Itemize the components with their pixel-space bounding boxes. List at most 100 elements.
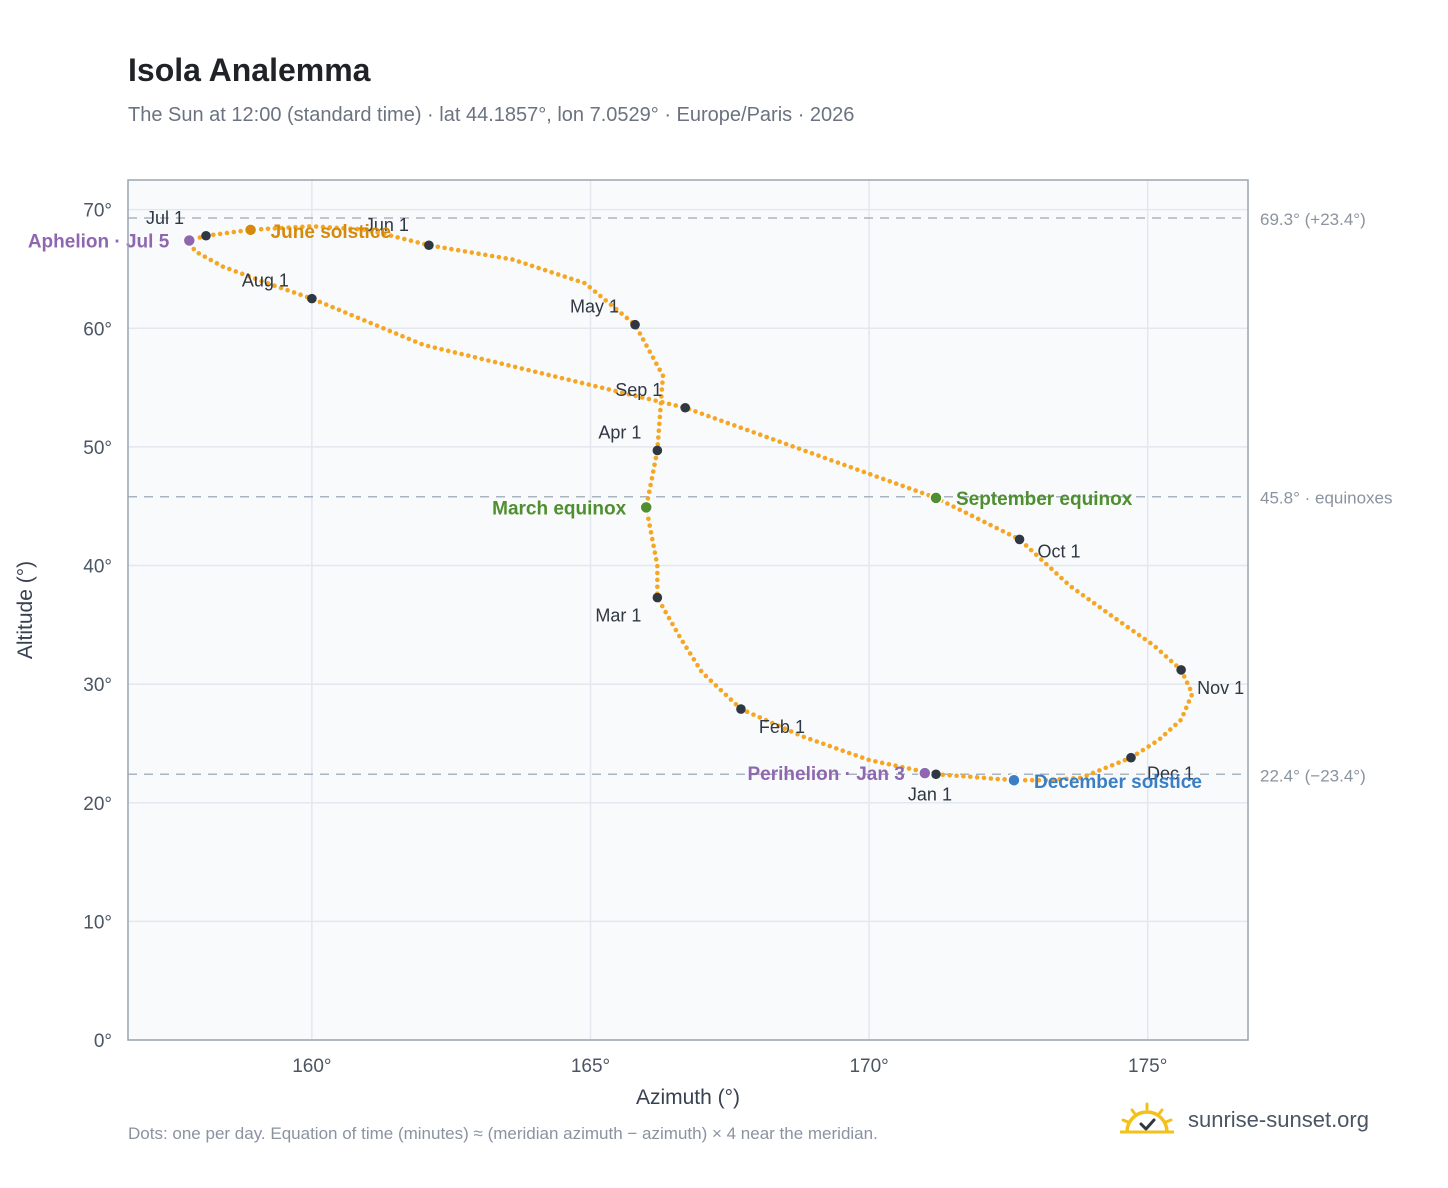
daily-dot	[649, 475, 655, 481]
daily-dot	[1002, 777, 1007, 782]
month-label: Aug 1	[242, 271, 289, 291]
daily-dot	[947, 772, 952, 778]
daily-dot	[499, 361, 505, 367]
daily-dot	[652, 550, 658, 555]
daily-dot	[698, 668, 704, 674]
daily-dot	[647, 349, 653, 354]
y-axis-label: Altitude (°)	[14, 561, 37, 659]
daily-dot	[719, 418, 724, 424]
daily-dot	[362, 318, 367, 323]
daily-dot	[699, 411, 705, 417]
daily-dot	[233, 269, 239, 274]
daily-dot	[1181, 674, 1187, 679]
daily-dot	[633, 393, 638, 399]
y-tick-label: 30°	[83, 675, 112, 696]
daily-dot	[1090, 770, 1096, 776]
daily-dot	[657, 414, 663, 420]
daily-dot	[320, 224, 326, 230]
daily-dot	[483, 252, 488, 258]
daily-dot	[252, 276, 258, 281]
daily-dot	[1029, 777, 1035, 783]
daily-dot	[842, 462, 847, 468]
daily-dot	[809, 451, 815, 456]
daily-dot	[945, 501, 950, 506]
daily-dot	[835, 460, 841, 465]
daily-dot	[393, 331, 399, 336]
daily-dot	[381, 326, 386, 331]
month-label: May 1	[570, 297, 619, 317]
daily-dot	[654, 361, 659, 367]
daily-dot	[1148, 640, 1153, 646]
daily-dot	[776, 723, 781, 729]
daily-dot	[374, 323, 380, 328]
month-label: Mar 1	[595, 606, 641, 626]
chart-subtitle: The Sun at 12:00 (standard time) · lat 4…	[128, 104, 855, 126]
daily-dot	[994, 525, 1000, 531]
event-marker	[182, 233, 197, 248]
daily-dot	[764, 434, 769, 440]
daily-dot	[1103, 609, 1108, 614]
daily-dot	[355, 226, 360, 232]
daily-dot	[859, 755, 865, 760]
daily-dot	[239, 271, 245, 277]
daily-dot	[626, 391, 632, 397]
daily-dot	[1189, 692, 1194, 698]
daily-dot	[395, 235, 400, 240]
grid-lines	[128, 180, 1248, 1041]
daily-dot	[598, 293, 603, 299]
daily-dot	[757, 715, 763, 720]
footnote: Dots: one per day. Equation of time (min…	[128, 1124, 878, 1143]
daily-dot	[963, 510, 969, 516]
daily-dot	[744, 709, 750, 715]
daily-dot	[738, 425, 744, 431]
daily-dot	[536, 265, 541, 271]
daily-dot	[660, 380, 665, 385]
daily-dot	[728, 697, 734, 702]
daily-dot	[1033, 552, 1039, 558]
daily-dot	[646, 489, 652, 495]
daily-dot	[336, 307, 342, 313]
daily-dot	[1142, 636, 1148, 642]
daily-dot	[455, 247, 461, 253]
daily-dot	[361, 227, 367, 232]
daily-dot	[582, 280, 587, 286]
brand-logo[interactable]: sunrise-sunset.org	[1120, 1102, 1369, 1138]
daily-dot	[613, 306, 619, 312]
y-tick-label: 0°	[94, 1031, 112, 1052]
daily-dot	[516, 259, 522, 264]
daily-dot	[803, 448, 808, 454]
daily-dot	[1038, 557, 1044, 562]
daily-dot	[861, 469, 867, 475]
month-label: Oct 1	[1038, 541, 1081, 561]
daily-dot	[653, 455, 659, 461]
daily-dot	[751, 430, 757, 435]
daily-dot	[197, 235, 203, 240]
daily-dot	[1184, 680, 1190, 686]
month-marker	[652, 592, 663, 603]
daily-dot	[586, 382, 592, 387]
daily-dot	[492, 359, 498, 365]
daily-dot	[539, 371, 545, 376]
daily-dot	[1173, 722, 1178, 728]
daily-dot	[603, 298, 608, 303]
daily-dot	[650, 355, 656, 360]
daily-dot	[687, 651, 693, 656]
daily-dot	[224, 230, 230, 236]
daily-dot	[419, 341, 424, 347]
month-marker	[680, 402, 691, 413]
daily-dot	[306, 224, 312, 229]
daily-dot	[846, 750, 852, 756]
y-tick-label: 60°	[83, 319, 112, 340]
daily-dot	[1091, 600, 1097, 606]
daily-dot	[191, 246, 197, 252]
y-tick-label: 20°	[83, 794, 112, 815]
daily-dot	[703, 673, 709, 679]
daily-dot	[659, 603, 665, 609]
daily-dot	[1136, 632, 1142, 638]
daily-dot	[733, 702, 739, 707]
daily-dot	[439, 346, 444, 352]
daily-dot	[651, 543, 656, 549]
daily-dot	[519, 366, 525, 371]
daily-dot	[816, 453, 821, 458]
